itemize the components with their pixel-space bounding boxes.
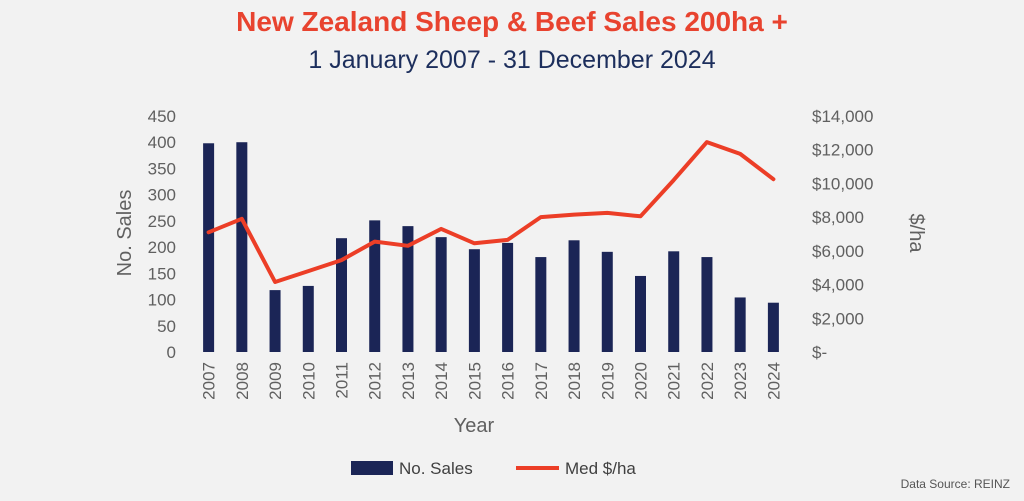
- y2-tick-label: $2,000: [812, 309, 864, 328]
- x-tick-label: 2020: [632, 362, 651, 400]
- x-tick-label: 2018: [565, 362, 584, 400]
- data-source: Data Source: REINZ: [900, 477, 1010, 491]
- x-tick-label: 2010: [299, 362, 318, 400]
- x-tick-label: 2012: [366, 362, 385, 400]
- y-tick-label: 0: [167, 343, 176, 362]
- y-tick-label: 150: [148, 264, 176, 283]
- legend-line-label: Med $/ha: [565, 459, 636, 478]
- y2-tick-label: $8,000: [812, 208, 864, 227]
- bar: [568, 240, 580, 352]
- x-axis-ticks: 2007 2008 2009 2010 2011 2012 2013 2014 2015 2016…: [200, 362, 784, 400]
- bar: [767, 302, 779, 352]
- x-tick-label: 2016: [499, 362, 518, 400]
- chart-subtitle: 1 January 2007 - 31 December 2024: [308, 46, 716, 74]
- bar: [236, 142, 248, 352]
- chart-title: New Zealand Sheep & Beef Sales 200ha +: [236, 6, 788, 37]
- y2-tick-label: $-: [812, 343, 827, 362]
- y-tick-label: 50: [157, 317, 176, 336]
- y2-tick-label: $4,000: [812, 276, 864, 295]
- y-tick-label: 350: [148, 159, 176, 178]
- bar: [468, 249, 480, 352]
- y-tick-label: 450: [148, 107, 176, 126]
- bar: [668, 251, 680, 352]
- legend: No. Sales Med $/ha: [351, 459, 636, 478]
- legend-bar-label: No. Sales: [399, 459, 473, 478]
- legend-bar-swatch: [351, 461, 393, 475]
- x-tick-label: 2011: [333, 362, 352, 399]
- bar: [203, 143, 215, 352]
- bar: [734, 297, 746, 352]
- x-tick-label: 2023: [731, 362, 750, 400]
- x-tick-label: 2019: [598, 362, 617, 400]
- bar-series: [203, 142, 779, 352]
- bar: [435, 237, 447, 352]
- x-tick-label: 2017: [532, 362, 551, 400]
- bar: [369, 220, 381, 352]
- bar: [269, 290, 281, 352]
- y-axis-title: No. Sales: [114, 190, 136, 277]
- y2-axis-title: $/ha: [905, 214, 927, 254]
- bar: [601, 251, 613, 352]
- bar: [701, 257, 713, 352]
- line-series: [206, 140, 776, 284]
- x-tick-label: 2007: [200, 362, 219, 400]
- x-tick-label: 2015: [465, 362, 484, 400]
- med-price-line: [206, 140, 776, 284]
- x-tick-label: 2024: [764, 362, 783, 400]
- bar: [502, 242, 514, 352]
- y-tick-label: 200: [148, 238, 176, 257]
- bar: [402, 226, 414, 352]
- y-tick-label: 300: [148, 186, 176, 205]
- x-axis-title: Year: [454, 415, 495, 437]
- right-axis-ticks: $- $2,000 $4,000 $6,000 $8,000 $10,000 $12,000…: [812, 107, 873, 362]
- y-tick-label: 100: [148, 291, 176, 310]
- y2-tick-label: $14,000: [812, 107, 873, 126]
- x-tick-label: 2013: [399, 362, 418, 400]
- x-tick-label: 2022: [698, 362, 717, 400]
- y-tick-label: 250: [148, 212, 176, 231]
- bar: [635, 275, 646, 352]
- bar: [302, 285, 314, 352]
- x-tick-label: 2009: [266, 362, 285, 400]
- bar: [535, 257, 547, 352]
- y2-tick-label: $12,000: [812, 141, 873, 160]
- y-tick-label: 400: [148, 133, 176, 152]
- left-axis-ticks: 0 50 100 150 200 250 300 350 400 450: [148, 107, 176, 362]
- x-tick-label: 2008: [233, 362, 252, 400]
- x-tick-label: 2021: [665, 362, 684, 400]
- y2-tick-label: $10,000: [812, 174, 873, 193]
- bar: [336, 238, 347, 352]
- x-tick-label: 2014: [432, 362, 451, 400]
- y2-tick-label: $6,000: [812, 242, 864, 261]
